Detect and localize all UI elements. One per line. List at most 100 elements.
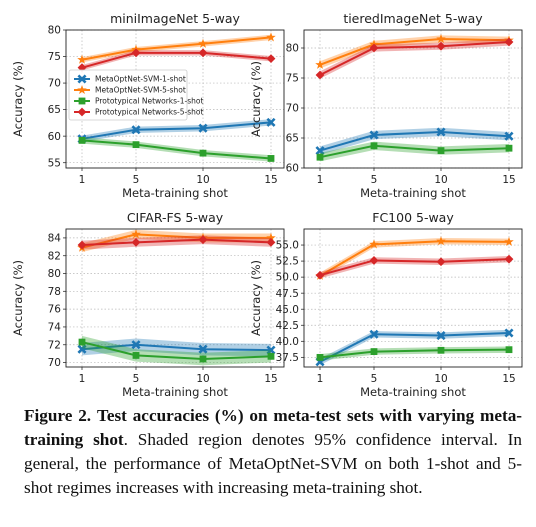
series-line: [81, 36, 272, 61]
series-line: [319, 331, 510, 363]
confidence-band: [82, 235, 271, 250]
series-prototypical-networks-1-shot: [78, 335, 275, 366]
data-point: [369, 43, 379, 53]
series-line: [319, 240, 510, 277]
confidence-band: [320, 127, 509, 155]
data-point: [504, 37, 514, 47]
chart-title: tieredImageNet 5-way: [343, 11, 483, 26]
y-tick-label: 75: [286, 73, 299, 85]
y-tick-label: 60: [48, 131, 61, 143]
data-point: [77, 240, 87, 250]
figure-caption: Figure 2. Test accuracies (%) on meta-te…: [24, 404, 522, 500]
y-tick-label: 80: [48, 25, 61, 37]
y-tick-label: 70: [48, 78, 61, 90]
x-tick-label: 15: [264, 373, 277, 385]
y-tick-label: 65: [48, 104, 61, 116]
data-point: [77, 344, 87, 354]
x-tick-label: 5: [371, 373, 378, 385]
x-tick-label: 15: [264, 174, 277, 186]
series-line: [81, 238, 272, 247]
data-point: [132, 141, 140, 149]
y-axis-label: Accuracy (%): [249, 260, 263, 336]
data-point: [266, 32, 276, 42]
series-line: [81, 139, 272, 160]
y-tick-label: 65: [286, 133, 299, 145]
series-line: [81, 343, 272, 352]
series-line: [319, 258, 510, 277]
data-point: [436, 41, 446, 51]
data-point: [266, 237, 276, 247]
x-axis-label: Meta-training shot: [122, 186, 228, 200]
y-tick-label: 72: [48, 339, 61, 351]
data-point: [437, 346, 445, 354]
legend-item: Prototypical Networks-1-shot: [74, 97, 203, 106]
series-line: [319, 144, 510, 159]
data-point: [316, 153, 324, 161]
data-point: [315, 270, 325, 280]
data-point: [315, 59, 325, 69]
plot-frame: [65, 228, 285, 368]
data-point: [131, 237, 141, 247]
data-point: [198, 123, 208, 133]
data-point: [436, 127, 446, 137]
data-point: [267, 155, 275, 162]
series-metaoptnet-svm-1-shot: [77, 338, 276, 357]
series-line: [319, 348, 510, 359]
y-axis-label: Accuracy (%): [11, 61, 25, 137]
confidence-band: [82, 119, 271, 142]
x-tick-label: 10: [434, 174, 447, 186]
y-tick-label: 78: [48, 286, 61, 298]
data-point: [266, 54, 276, 64]
series-line: [319, 37, 510, 66]
data-point: [370, 348, 378, 355]
chart-title: CIFAR-FS 5-way: [127, 210, 224, 225]
y-tick-label: 50.0: [276, 272, 299, 284]
y-axis-label: Accuracy (%): [11, 260, 25, 336]
data-point: [369, 130, 379, 140]
series-line: [81, 341, 272, 360]
x-tick-label: 1: [79, 174, 86, 186]
data-point: [315, 70, 325, 80]
data-point: [316, 353, 324, 361]
data-point: [437, 147, 445, 154]
data-point: [198, 344, 208, 354]
data-point: [131, 229, 141, 239]
y-tick-label: 52.5: [276, 256, 299, 268]
y-tick-label: 80: [286, 43, 299, 55]
series-prototypical-networks-1-shot: [316, 346, 513, 361]
y-tick-label: 47.5: [276, 288, 299, 300]
legend-label: MetaOptNet-SVM-5-shot: [95, 86, 186, 95]
x-tick-label: 10: [434, 373, 447, 385]
data-point: [504, 236, 514, 246]
series-metaoptnet-svm-1-shot: [77, 117, 276, 144]
data-point: [436, 236, 446, 246]
data-point: [504, 131, 514, 141]
legend-item: Prototypical Networks-5-shot: [74, 107, 203, 117]
legend-marker: [78, 97, 86, 105]
y-tick-label: 42.5: [276, 320, 299, 332]
series-line: [319, 41, 510, 76]
legend-marker: [77, 85, 87, 95]
x-axis-label: Meta-training shot: [360, 385, 466, 399]
data-point: [505, 144, 513, 152]
chart-legend: MetaOptNet-SVM-1-shot MetaOptNet-SVM-5-sh…: [68, 69, 203, 121]
x-tick-label: 10: [196, 174, 209, 186]
data-point: [267, 352, 275, 360]
x-tick-label: 5: [371, 174, 378, 186]
data-point: [369, 256, 379, 265]
legend-marker: [77, 107, 87, 117]
data-point: [131, 48, 141, 58]
plot-frame: [303, 228, 523, 368]
series-prototypical-networks-1-shot: [78, 137, 275, 162]
chart-panel-fc100-5-way: FC100 5-way 37.5 40.0 42.5 45.0 47.5 50.0 52.5 5…: [249, 210, 523, 399]
y-tick-label: 40.0: [276, 336, 299, 348]
x-axis-label: Meta-training shot: [360, 186, 466, 200]
data-point: [504, 328, 514, 338]
legend-item: MetaOptNet-SVM-5-shot: [74, 85, 186, 95]
legend-box: [68, 69, 188, 121]
data-point: [198, 38, 208, 48]
y-tick-label: 76: [48, 304, 62, 316]
x-tick-label: 1: [317, 373, 324, 385]
data-point: [78, 338, 86, 346]
series-line: [319, 130, 510, 152]
